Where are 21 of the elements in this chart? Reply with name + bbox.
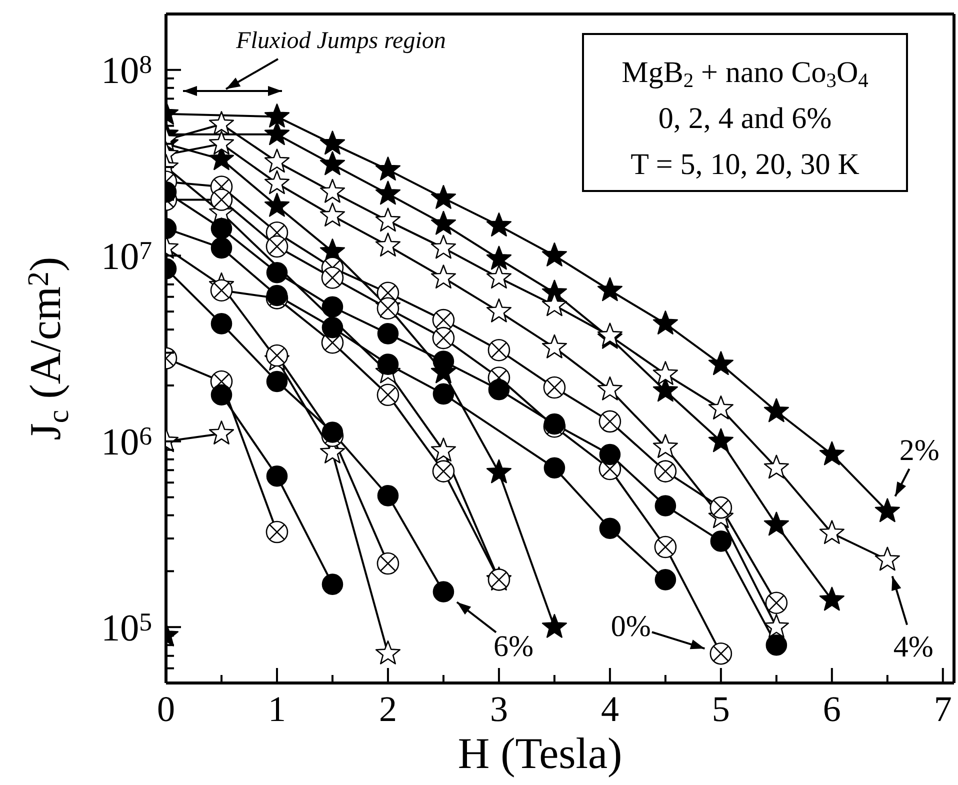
annotation: 4%: [893, 630, 934, 664]
x-tick-label: 2: [378, 689, 397, 729]
y-tick-label: 10$^{5}$: [101, 607, 152, 650]
y-tick-label: 10$^{7}$: [101, 236, 152, 278]
x-tick-label: 0: [157, 689, 175, 729]
x-tick-label: 4: [600, 689, 619, 729]
x-tick-label: 5: [712, 689, 730, 729]
annotation: T = 5, 10, 20, 30 K: [630, 148, 860, 181]
y-tick-label: 10$^{8}$: [101, 50, 152, 92]
x-tick-label: 3: [490, 689, 508, 729]
y-tick-label: 10$^{6}$: [101, 421, 152, 464]
annotation: Fluxiod Jumps region: [235, 28, 446, 54]
x-tick-label: 7: [934, 689, 952, 729]
x-tick-label: 1: [268, 689, 286, 729]
x-tick-label: 6: [822, 689, 841, 729]
x-axis-title: H (Tesla): [458, 729, 622, 778]
annotation: 0, 2, 4 and 6%: [658, 102, 832, 135]
annotation: 0%: [610, 610, 651, 644]
annotation: 2%: [899, 434, 940, 467]
annotation: 6%: [493, 630, 534, 664]
annotation: MgB$_{2}$ + nano Co$_{3}$O$_{4}$: [622, 56, 868, 92]
